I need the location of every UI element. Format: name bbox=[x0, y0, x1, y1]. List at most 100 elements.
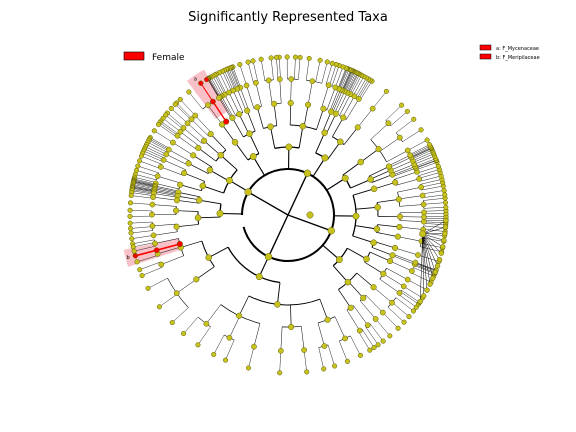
branch-line bbox=[326, 113, 337, 134]
taxon-node bbox=[370, 284, 377, 291]
branch-line bbox=[344, 71, 354, 92]
branch-line bbox=[207, 104, 223, 125]
branch-line bbox=[279, 57, 281, 80]
branch-line bbox=[347, 247, 367, 260]
branch-line bbox=[414, 158, 436, 167]
taxon-node bbox=[304, 369, 310, 375]
branch-line bbox=[159, 293, 178, 307]
taxon-node bbox=[360, 294, 367, 301]
branch-line bbox=[147, 277, 168, 289]
taxon-node bbox=[258, 56, 264, 62]
taxon-node bbox=[250, 58, 256, 64]
branch-line bbox=[159, 122, 178, 136]
taxon-node bbox=[401, 319, 407, 325]
branch-line bbox=[332, 90, 343, 113]
branch-line bbox=[358, 79, 371, 99]
branch-line bbox=[391, 164, 415, 174]
branch-line bbox=[420, 179, 442, 185]
branch-line bbox=[157, 246, 181, 255]
taxon-node bbox=[173, 207, 180, 214]
taxon-node bbox=[324, 59, 330, 65]
taxon-node bbox=[379, 309, 386, 316]
branch-line bbox=[237, 88, 247, 112]
branch-line bbox=[423, 197, 446, 201]
branch-line bbox=[238, 295, 250, 316]
branch-line bbox=[212, 101, 227, 122]
branch-line bbox=[397, 236, 422, 242]
taxon-node bbox=[419, 230, 427, 238]
taxon-node bbox=[216, 210, 224, 217]
branch-line bbox=[422, 233, 443, 247]
taxon-node bbox=[415, 252, 421, 258]
branch-line bbox=[232, 66, 241, 88]
clade-b-node bbox=[132, 253, 138, 259]
taxon-node bbox=[406, 314, 412, 320]
taxon-node bbox=[396, 213, 404, 220]
branch-line bbox=[399, 220, 424, 222]
branch-line bbox=[376, 232, 398, 237]
taxon-node bbox=[442, 224, 449, 230]
branch-line bbox=[402, 129, 422, 142]
branch-line bbox=[206, 304, 221, 324]
branch-line bbox=[358, 331, 370, 351]
branch-line bbox=[395, 178, 420, 186]
branch-line bbox=[172, 142, 194, 156]
taxon-node bbox=[421, 214, 427, 220]
branch-line bbox=[401, 290, 420, 303]
taxon-node bbox=[438, 250, 444, 256]
branch-line bbox=[379, 137, 400, 152]
branch-line bbox=[394, 171, 418, 180]
taxon-node bbox=[131, 248, 137, 254]
taxon-node bbox=[254, 104, 261, 111]
branch-line bbox=[177, 135, 198, 150]
branch-line bbox=[414, 155, 435, 165]
taxon-node bbox=[411, 116, 417, 122]
taxon-node bbox=[135, 163, 141, 169]
branch-line bbox=[338, 68, 348, 89]
taxon-node bbox=[222, 357, 229, 363]
branch-line bbox=[346, 98, 360, 120]
branch-line bbox=[212, 75, 224, 96]
branch-line bbox=[416, 162, 438, 170]
branch-line bbox=[326, 177, 346, 191]
taxon-node bbox=[297, 54, 303, 61]
branch-line bbox=[422, 190, 445, 195]
branch-line bbox=[365, 326, 379, 345]
branch-line bbox=[209, 169, 230, 182]
branch-line bbox=[196, 266, 215, 280]
branch-line bbox=[331, 89, 341, 112]
branch-line bbox=[337, 67, 347, 89]
branch-line bbox=[423, 225, 446, 228]
taxon-node bbox=[288, 76, 295, 82]
taxon-node bbox=[344, 278, 352, 286]
branch-line bbox=[224, 70, 234, 91]
taxon-node bbox=[375, 146, 382, 153]
branch-line bbox=[200, 82, 214, 102]
taxon-node bbox=[367, 176, 374, 183]
clade-a-node bbox=[223, 118, 230, 125]
branch-line bbox=[132, 239, 155, 245]
branch-line bbox=[144, 148, 165, 159]
branch-line bbox=[139, 160, 161, 169]
branch-line bbox=[392, 253, 416, 263]
taxon-node bbox=[306, 55, 312, 61]
branch-line bbox=[224, 94, 237, 117]
branch-line bbox=[373, 287, 393, 303]
taxon-node bbox=[412, 259, 419, 266]
branch-line bbox=[347, 72, 358, 93]
branch-line bbox=[287, 214, 332, 232]
taxon-node bbox=[380, 338, 386, 344]
branch-line bbox=[415, 159, 437, 169]
branch-line bbox=[287, 173, 309, 216]
taxon-node bbox=[394, 233, 401, 240]
taxon-node bbox=[268, 55, 274, 61]
branch-line bbox=[268, 80, 273, 105]
taxon-node bbox=[284, 54, 290, 60]
branch-line bbox=[131, 192, 154, 196]
branch-line bbox=[188, 163, 209, 174]
taxon-node bbox=[225, 177, 233, 184]
taxon-node bbox=[347, 304, 354, 311]
taxon-node bbox=[299, 122, 307, 130]
branch-line bbox=[131, 235, 154, 239]
